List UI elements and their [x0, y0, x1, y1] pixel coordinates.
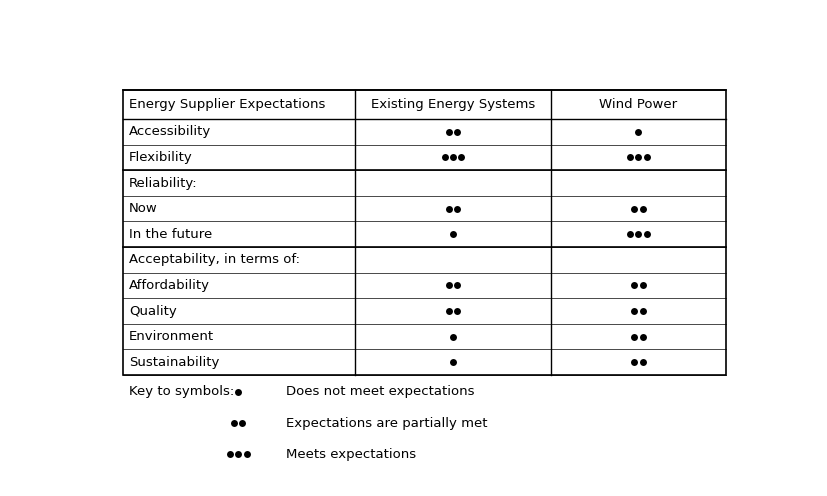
Text: Existing Energy Systems: Existing Energy Systems — [370, 98, 534, 111]
Text: Does not meet expectations: Does not meet expectations — [286, 385, 475, 398]
Text: Energy Supplier Expectations: Energy Supplier Expectations — [129, 98, 325, 111]
Text: Acceptability, in terms of:: Acceptability, in terms of: — [129, 253, 300, 266]
Text: Affordability: Affordability — [129, 279, 210, 292]
Text: Flexibility: Flexibility — [129, 151, 193, 164]
Text: Expectations are partially met: Expectations are partially met — [286, 417, 487, 430]
Text: Wind Power: Wind Power — [599, 98, 676, 111]
Text: Meets expectations: Meets expectations — [286, 448, 416, 461]
Text: Key to symbols:: Key to symbols: — [129, 385, 234, 398]
Text: Reliability:: Reliability: — [129, 177, 198, 189]
Text: Now: Now — [129, 202, 158, 215]
Text: Environment: Environment — [129, 330, 214, 343]
Text: In the future: In the future — [129, 228, 213, 241]
Text: Sustainability: Sustainability — [129, 356, 219, 369]
Bar — [122, 90, 725, 375]
Text: Quality: Quality — [129, 305, 177, 317]
Text: Accessibility: Accessibility — [129, 125, 211, 138]
